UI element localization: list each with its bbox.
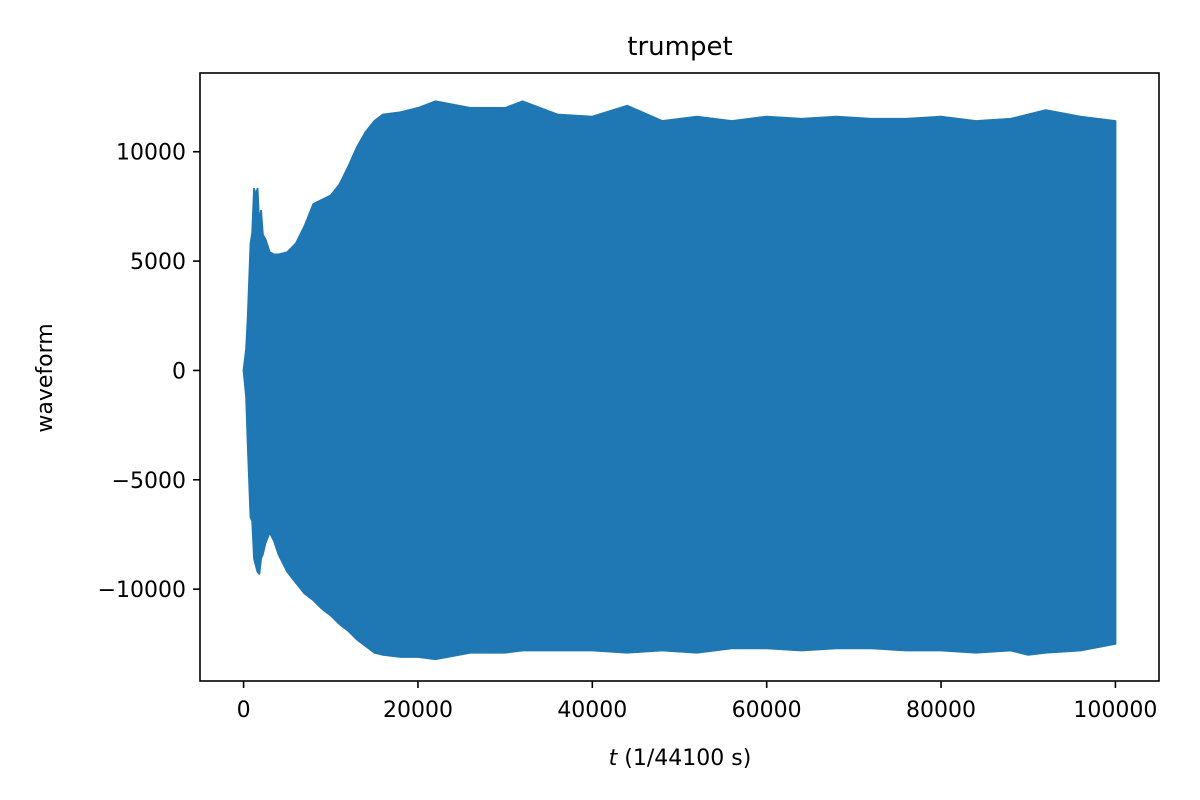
- chart-title: trumpet: [627, 32, 732, 62]
- x-tick-label: 80000: [906, 698, 976, 723]
- y-tick-label: 10000: [116, 141, 186, 166]
- x-tick-label: 100000: [1073, 698, 1157, 723]
- y-tick-label: −10000: [98, 578, 186, 603]
- x-axis-label-variable: t: [609, 746, 619, 771]
- x-axis-label: t (1/44100 s): [609, 746, 752, 771]
- x-axis: 0 20000 40000 60000 80000 100000: [237, 681, 1157, 723]
- y-tick-label: 0: [172, 359, 186, 384]
- x-tick-label: 20000: [383, 698, 453, 723]
- y-tick-label: 5000: [130, 250, 186, 275]
- x-tick-label: 0: [237, 698, 251, 723]
- y-axis: −10000 −5000 0 5000 10000: [98, 141, 200, 603]
- y-tick-label: −5000: [112, 469, 186, 494]
- waveform-envelope: [242, 100, 1117, 661]
- x-axis-label-unit: (1/44100 s): [617, 746, 751, 771]
- x-tick-label: 60000: [732, 698, 802, 723]
- y-axis-label: waveform: [33, 323, 58, 432]
- plot-frame: [199, 72, 1160, 682]
- x-tick-label: 40000: [557, 698, 627, 723]
- plot-area: [242, 100, 1117, 661]
